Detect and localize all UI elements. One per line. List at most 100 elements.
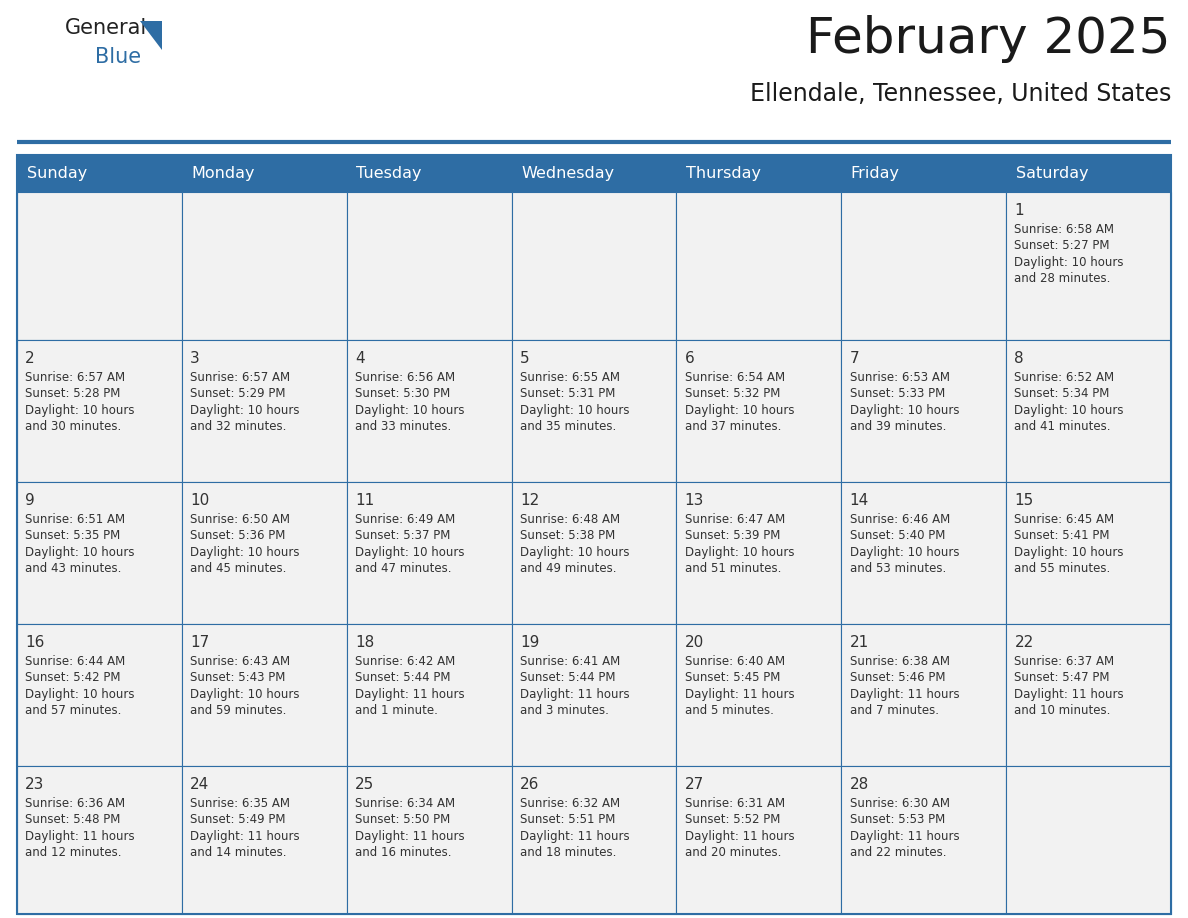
Text: 24: 24 xyxy=(190,777,209,792)
Bar xyxy=(347,624,512,766)
Bar xyxy=(347,482,512,624)
Text: Sunset: 5:41 PM: Sunset: 5:41 PM xyxy=(1015,530,1110,543)
Text: Ellendale, Tennessee, United States: Ellendale, Tennessee, United States xyxy=(750,82,1171,106)
Text: 6: 6 xyxy=(684,351,695,366)
Text: 5: 5 xyxy=(520,351,530,366)
Text: Saturday: Saturday xyxy=(1016,166,1088,181)
Text: Sunset: 5:29 PM: Sunset: 5:29 PM xyxy=(190,387,285,400)
Text: Sunset: 5:48 PM: Sunset: 5:48 PM xyxy=(25,813,121,826)
Text: Sunrise: 6:35 AM: Sunrise: 6:35 AM xyxy=(190,797,290,810)
Text: Sunset: 5:38 PM: Sunset: 5:38 PM xyxy=(520,530,615,543)
Text: Sunset: 5:44 PM: Sunset: 5:44 PM xyxy=(520,671,615,684)
Text: Daylight: 11 hours: Daylight: 11 hours xyxy=(190,830,299,843)
Text: 1: 1 xyxy=(1015,203,1024,218)
Text: Daylight: 10 hours: Daylight: 10 hours xyxy=(190,688,299,700)
Text: Sunset: 5:47 PM: Sunset: 5:47 PM xyxy=(1015,671,1110,684)
Text: Daylight: 11 hours: Daylight: 11 hours xyxy=(520,830,630,843)
Text: and 53 minutes.: and 53 minutes. xyxy=(849,563,946,576)
Text: Daylight: 11 hours: Daylight: 11 hours xyxy=(355,688,465,700)
Text: Sunrise: 6:40 AM: Sunrise: 6:40 AM xyxy=(684,655,785,667)
Bar xyxy=(841,340,1006,482)
Text: 3: 3 xyxy=(190,351,200,366)
Text: 22: 22 xyxy=(1015,635,1034,650)
Text: 11: 11 xyxy=(355,493,374,508)
Bar xyxy=(347,192,512,340)
Text: 23: 23 xyxy=(25,777,45,792)
Bar xyxy=(841,192,1006,340)
Text: Sunrise: 6:45 AM: Sunrise: 6:45 AM xyxy=(1015,513,1114,526)
Text: Sunset: 5:51 PM: Sunset: 5:51 PM xyxy=(520,813,615,826)
Text: 2: 2 xyxy=(25,351,34,366)
Text: 15: 15 xyxy=(1015,493,1034,508)
Text: February 2025: February 2025 xyxy=(807,15,1171,63)
Text: and 3 minutes.: and 3 minutes. xyxy=(520,704,608,717)
Text: and 18 minutes.: and 18 minutes. xyxy=(520,846,617,859)
Text: and 41 minutes.: and 41 minutes. xyxy=(1015,420,1111,433)
Text: Sunset: 5:43 PM: Sunset: 5:43 PM xyxy=(190,671,285,684)
Bar xyxy=(17,482,182,624)
Text: Daylight: 10 hours: Daylight: 10 hours xyxy=(355,546,465,559)
Text: and 55 minutes.: and 55 minutes. xyxy=(1015,563,1111,576)
Text: 13: 13 xyxy=(684,493,704,508)
Text: and 57 minutes.: and 57 minutes. xyxy=(25,704,121,717)
Text: Sunrise: 6:57 AM: Sunrise: 6:57 AM xyxy=(25,371,126,384)
Text: Daylight: 10 hours: Daylight: 10 hours xyxy=(25,546,134,559)
Text: 8: 8 xyxy=(1015,351,1024,366)
Bar xyxy=(512,340,676,482)
Text: Sunset: 5:45 PM: Sunset: 5:45 PM xyxy=(684,671,781,684)
Text: Sunrise: 6:37 AM: Sunrise: 6:37 AM xyxy=(1015,655,1114,667)
Text: Sunset: 5:50 PM: Sunset: 5:50 PM xyxy=(355,813,450,826)
Text: Sunset: 5:42 PM: Sunset: 5:42 PM xyxy=(25,671,121,684)
Text: Daylight: 11 hours: Daylight: 11 hours xyxy=(1015,688,1124,700)
Text: Sunrise: 6:47 AM: Sunrise: 6:47 AM xyxy=(684,513,785,526)
Text: Sunrise: 6:46 AM: Sunrise: 6:46 AM xyxy=(849,513,950,526)
Text: Sunset: 5:37 PM: Sunset: 5:37 PM xyxy=(355,530,450,543)
Text: Blue: Blue xyxy=(95,48,141,67)
Text: and 5 minutes.: and 5 minutes. xyxy=(684,704,773,717)
Text: Daylight: 10 hours: Daylight: 10 hours xyxy=(1015,256,1124,269)
Bar xyxy=(512,192,676,340)
Text: Daylight: 10 hours: Daylight: 10 hours xyxy=(190,546,299,559)
Bar xyxy=(841,766,1006,914)
Text: Daylight: 10 hours: Daylight: 10 hours xyxy=(25,404,134,417)
Text: and 16 minutes.: and 16 minutes. xyxy=(355,846,451,859)
Text: and 43 minutes.: and 43 minutes. xyxy=(25,563,121,576)
Text: Sunrise: 6:44 AM: Sunrise: 6:44 AM xyxy=(25,655,126,667)
Text: Sunrise: 6:55 AM: Sunrise: 6:55 AM xyxy=(520,371,620,384)
Text: and 49 minutes.: and 49 minutes. xyxy=(520,563,617,576)
Bar xyxy=(17,155,1171,192)
Bar xyxy=(347,766,512,914)
Text: Sunset: 5:32 PM: Sunset: 5:32 PM xyxy=(684,387,781,400)
Bar xyxy=(182,482,347,624)
Text: 17: 17 xyxy=(190,635,209,650)
Text: Sunset: 5:33 PM: Sunset: 5:33 PM xyxy=(849,387,944,400)
Bar xyxy=(182,340,347,482)
Text: Sunset: 5:40 PM: Sunset: 5:40 PM xyxy=(849,530,944,543)
Text: Sunrise: 6:49 AM: Sunrise: 6:49 AM xyxy=(355,513,455,526)
Text: Sunset: 5:30 PM: Sunset: 5:30 PM xyxy=(355,387,450,400)
Text: Tuesday: Tuesday xyxy=(356,166,422,181)
Bar xyxy=(17,624,182,766)
Text: Monday: Monday xyxy=(191,166,255,181)
Bar xyxy=(182,766,347,914)
Text: and 39 minutes.: and 39 minutes. xyxy=(849,420,946,433)
Text: and 14 minutes.: and 14 minutes. xyxy=(190,846,286,859)
Text: 12: 12 xyxy=(520,493,539,508)
Bar xyxy=(512,766,676,914)
Text: 28: 28 xyxy=(849,777,868,792)
Text: Sunrise: 6:41 AM: Sunrise: 6:41 AM xyxy=(520,655,620,667)
Text: and 30 minutes.: and 30 minutes. xyxy=(25,420,121,433)
Text: Friday: Friday xyxy=(851,166,899,181)
Text: 7: 7 xyxy=(849,351,859,366)
Text: and 7 minutes.: and 7 minutes. xyxy=(849,704,939,717)
Text: and 28 minutes.: and 28 minutes. xyxy=(1015,273,1111,285)
Text: and 22 minutes.: and 22 minutes. xyxy=(849,846,946,859)
Text: and 51 minutes.: and 51 minutes. xyxy=(684,563,782,576)
Text: Daylight: 10 hours: Daylight: 10 hours xyxy=(520,404,630,417)
Bar xyxy=(676,624,841,766)
Bar xyxy=(1006,340,1171,482)
Text: and 33 minutes.: and 33 minutes. xyxy=(355,420,451,433)
Text: Sunset: 5:39 PM: Sunset: 5:39 PM xyxy=(684,530,781,543)
Text: Daylight: 10 hours: Daylight: 10 hours xyxy=(520,546,630,559)
Bar xyxy=(1006,192,1171,340)
